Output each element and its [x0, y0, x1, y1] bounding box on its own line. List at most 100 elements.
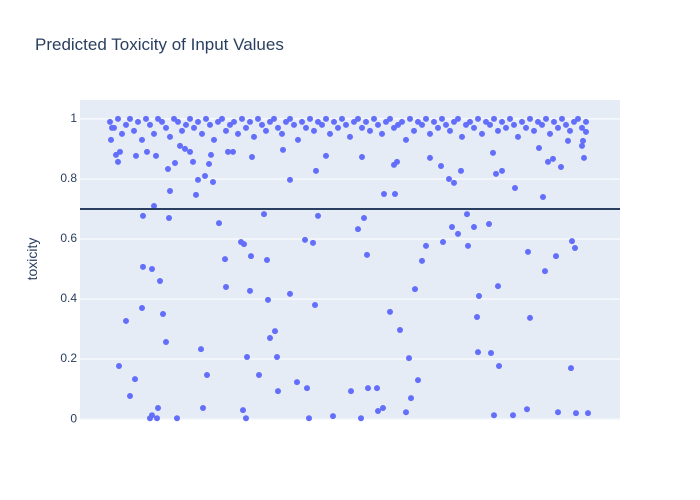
point	[274, 353, 280, 360]
point	[132, 376, 138, 383]
point	[139, 136, 145, 143]
point	[431, 118, 437, 125]
y-tick-label: 1	[70, 111, 77, 125]
y-tick-label: 0.4	[60, 291, 77, 305]
point	[455, 230, 461, 237]
point	[487, 121, 493, 128]
point	[435, 124, 441, 131]
point	[358, 415, 364, 422]
point	[312, 302, 318, 309]
point	[525, 248, 531, 255]
point	[423, 115, 429, 122]
point	[119, 130, 125, 137]
point	[355, 115, 361, 122]
point	[583, 128, 589, 135]
point	[527, 115, 533, 122]
point	[458, 167, 464, 174]
point	[264, 257, 270, 263]
point	[531, 127, 537, 134]
point	[287, 176, 293, 183]
point	[216, 220, 222, 227]
point	[493, 170, 499, 177]
point	[244, 353, 250, 360]
point	[139, 305, 145, 312]
point	[359, 124, 365, 131]
point	[319, 121, 325, 128]
point	[536, 145, 542, 152]
point	[581, 154, 587, 161]
point	[203, 115, 209, 122]
point	[392, 190, 398, 197]
point	[547, 130, 553, 137]
point	[415, 377, 421, 384]
point	[275, 124, 281, 131]
point	[580, 137, 586, 144]
point	[267, 335, 273, 342]
point	[343, 121, 349, 128]
point	[191, 124, 197, 131]
points	[107, 115, 591, 422]
point	[222, 256, 228, 263]
point	[306, 415, 312, 422]
point	[499, 118, 505, 125]
point	[412, 286, 418, 293]
point	[198, 346, 204, 353]
point	[488, 350, 494, 357]
point	[496, 362, 502, 369]
point	[315, 212, 321, 219]
point	[323, 115, 329, 122]
point	[249, 154, 255, 161]
point	[323, 152, 329, 159]
point	[403, 409, 409, 416]
point	[380, 404, 386, 411]
point	[255, 115, 261, 122]
point	[127, 115, 133, 122]
point	[240, 407, 246, 414]
point	[455, 115, 461, 122]
point	[545, 158, 551, 165]
point	[387, 308, 393, 315]
point	[397, 326, 403, 333]
point	[256, 371, 262, 378]
point	[465, 242, 471, 249]
point	[243, 415, 249, 422]
point	[363, 118, 369, 125]
point	[565, 137, 571, 144]
point	[149, 266, 155, 273]
point	[443, 121, 449, 128]
point	[579, 124, 585, 131]
point	[438, 163, 444, 170]
point	[486, 220, 492, 227]
point	[555, 409, 561, 416]
point	[361, 214, 367, 221]
point	[167, 133, 173, 140]
point	[175, 118, 181, 125]
point	[187, 115, 193, 122]
point	[330, 413, 336, 420]
point	[302, 236, 308, 243]
point	[157, 278, 163, 285]
point	[241, 241, 247, 248]
point	[265, 296, 271, 303]
point	[271, 115, 277, 122]
point	[510, 412, 516, 419]
point	[585, 410, 591, 417]
point	[243, 124, 249, 131]
y-tick-label: 0.8	[60, 171, 77, 185]
point	[371, 115, 377, 122]
point	[147, 121, 153, 128]
point	[190, 158, 196, 165]
point	[471, 223, 477, 230]
point	[167, 187, 173, 194]
point	[210, 178, 216, 185]
point	[163, 124, 169, 131]
point	[490, 149, 496, 156]
point	[491, 412, 497, 419]
point	[115, 115, 121, 122]
point	[187, 148, 193, 155]
point	[108, 136, 114, 143]
point	[479, 130, 485, 137]
point	[559, 115, 565, 122]
point	[569, 238, 575, 245]
